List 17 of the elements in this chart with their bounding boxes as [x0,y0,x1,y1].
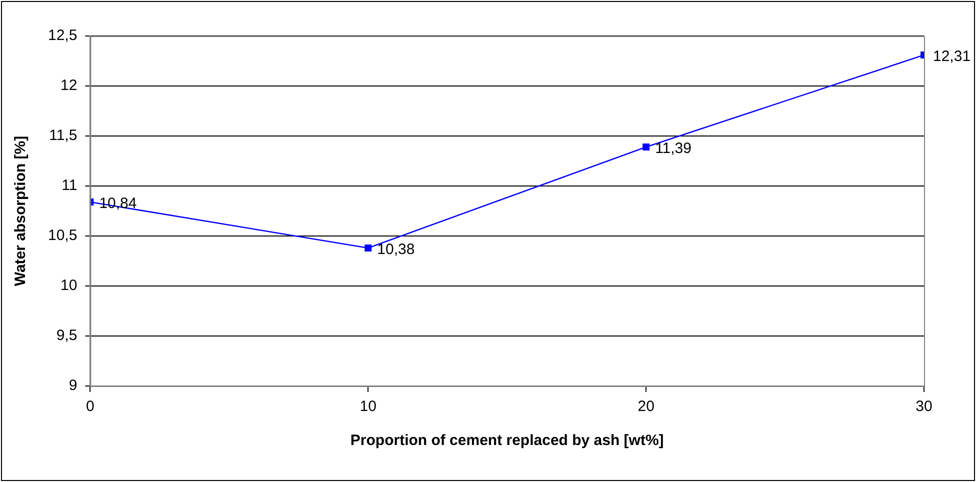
x-tick-label: 30 [916,398,932,416]
x-tick-label: 0 [86,398,94,416]
x-tick-label: 10 [360,398,376,416]
y-tick-label: 9,5 [56,327,78,344]
x-axis-title: Proportion of cement replaced by ash [wt%] [350,432,664,450]
y-axis-title: Water absorption [%] [12,136,30,286]
x-tick-label: 20 [638,398,654,416]
y-tick-label: 11 [62,177,78,194]
data-label: 10,38 [377,241,415,258]
y-tick-label: 10,5 [48,227,78,244]
y-tick-label: 12 [60,77,78,94]
data-label: 12,31 [933,48,971,66]
y-tick-label: 10 [60,277,78,294]
data-label: 11,39 [655,140,692,158]
y-tick-label: 11,5 [49,127,78,144]
y-tick-label: 9 [68,377,78,394]
y-tick-label: 12,5 [48,27,78,44]
